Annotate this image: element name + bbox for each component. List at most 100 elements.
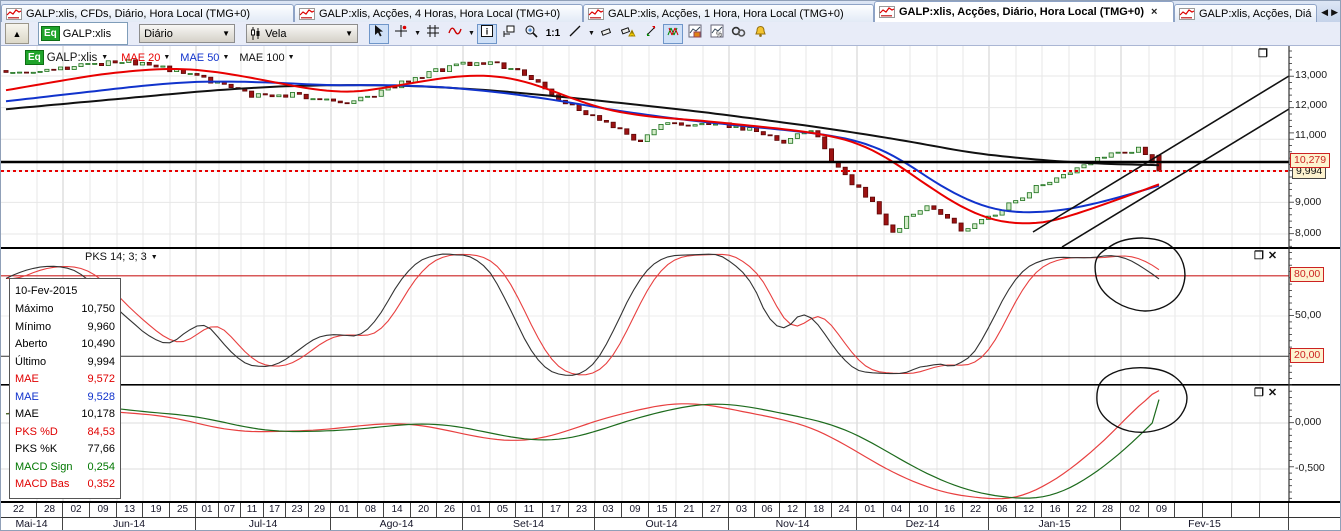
close-panel-button[interactable]: ✕ — [1267, 250, 1278, 262]
tab-scroll-right-icon[interactable]: ▶ — [1331, 7, 1338, 17]
day-tick-04: 04 — [884, 503, 910, 517]
stoch-level-tag: 80,00 — [1290, 267, 1325, 282]
chart-percent-icon: % — [710, 24, 724, 43]
info-icon: i — [480, 24, 494, 43]
tab-4-active[interactable]: GALP:xlis, Acções, Diário, Hora Local (T… — [874, 1, 1174, 22]
tab-bar: GALP:xlis, CFDs, Diário, Hora Local (TMG… — [1, 1, 1340, 22]
day-tick-09: 09 — [1149, 503, 1175, 517]
alerts-bell-button[interactable] — [751, 24, 771, 44]
chevron-down-icon[interactable]: ▼ — [163, 54, 171, 61]
link-tool-button[interactable] — [729, 24, 749, 44]
day-tick-empty — [1289, 503, 1340, 517]
month-label-Set-14: Set-14 — [463, 518, 595, 530]
maximize-panel-button[interactable]: ❐ — [1258, 48, 1268, 60]
new-window-icon — [502, 24, 516, 43]
chevron-down-icon: ▼ — [222, 29, 231, 38]
eraser-tool-button[interactable] — [597, 24, 617, 44]
chart-percent-tool-button[interactable]: % — [707, 24, 727, 44]
day-tick-11: 11 — [516, 503, 543, 517]
price-tick-label: 12,000 — [1295, 99, 1328, 111]
collapse-panel-button[interactable]: ▲ — [5, 23, 29, 44]
new-window-tool-button[interactable] — [499, 24, 519, 44]
chevron-down-icon[interactable]: ▼ — [468, 30, 475, 37]
equity-badge: Eq — [25, 50, 44, 65]
trend-arrow-icon — [644, 24, 658, 43]
grid-toggle-button[interactable] — [423, 24, 443, 44]
close-tab-icon[interactable]: × — [1151, 6, 1158, 18]
chart-style-dropdown[interactable]: Vela ▼ — [246, 24, 359, 43]
macd-tick-label: 0,000 — [1295, 416, 1322, 428]
day-tick-empty — [1260, 503, 1289, 517]
maximize-panel-button[interactable]: ❐ — [1254, 387, 1264, 399]
month-label-Jun-14: Jun-14 — [63, 518, 196, 530]
tab-3[interactable]: GALP:xlis, Acções, 1 Hora, Hora Local (T… — [583, 4, 874, 22]
tooltip-row: Máximo 10,750 — [15, 303, 115, 315]
tab-label: GALP:xlis, Acções, Diá — [1199, 7, 1312, 20]
day-tick-28: 28 — [1095, 503, 1121, 517]
chevron-down-icon[interactable]: ▼ — [101, 54, 109, 61]
macd-tick-label: -0,500 — [1295, 462, 1325, 474]
tab-label: GALP:xlis, CFDs, Diário, Hora Local (TMG… — [26, 7, 251, 20]
day-tick-18: 18 — [806, 503, 832, 517]
line-icon — [568, 24, 582, 43]
day-tick-09: 09 — [622, 503, 649, 517]
trend-arrow-tool-button[interactable] — [641, 24, 661, 44]
info-tool-button[interactable]: i — [476, 23, 497, 44]
chevron-down-icon[interactable]: ▼ — [414, 30, 422, 37]
indicator-wave-tool-button[interactable] — [445, 24, 465, 44]
legend-item-mae-50[interactable]: MAE 50 ▼ — [180, 51, 230, 64]
day-tick-09: 09 — [90, 503, 117, 517]
data-window-tooltip: 10-Fev-2015 Máximo 10,750 Mínimo 9,960 Abert… — [9, 278, 121, 499]
mini-chart-icon — [299, 7, 315, 20]
legend-item-mae-20[interactable]: MAE 20 ▼ — [121, 51, 171, 64]
chevron-down-icon[interactable]: ▼ — [150, 253, 158, 261]
legend-symbol[interactable]: GALP:xlis — [46, 51, 98, 64]
tab-1[interactable]: GALP:xlis, CFDs, Diário, Hora Local (TMG… — [1, 4, 294, 22]
legend-item-mae-100[interactable]: MAE 100 ▼ — [239, 51, 295, 64]
candle-icon — [251, 27, 260, 40]
period-dropdown[interactable]: Diário ▼ — [139, 24, 236, 43]
symbol-input[interactable]: GALP:xlis — [62, 27, 112, 40]
hand-drawn-circle-macd — [1096, 367, 1188, 433]
day-tick-01: 01 — [857, 503, 884, 517]
one-to-one-tool-button[interactable]: 1:1 — [545, 28, 561, 39]
pattern-tool-button[interactable] — [662, 23, 683, 44]
month-label-Jan-15: Jan-15 — [989, 518, 1121, 530]
day-tick-12: 12 — [1016, 503, 1042, 517]
alerts-bell-icon — [754, 25, 767, 43]
tab-5[interactable]: GALP:xlis, Acções, Diá — [1174, 4, 1317, 22]
toolbar: ▲ Eq GALP:xlis Diário ▼ Vela ▼ ▼ ▼ i +1:1 ▼!% — [1, 22, 1340, 46]
pointer-tool-button[interactable] — [369, 23, 390, 44]
chart-style-tool-button[interactable] — [685, 24, 705, 44]
line-tool-button[interactable] — [565, 24, 585, 44]
eraser-alert-tool-button[interactable]: ! — [619, 24, 639, 44]
month-label-Dez-14: Dez-14 — [857, 518, 989, 530]
day-tick-03: 03 — [595, 503, 622, 517]
day-tick-28: 28 — [37, 503, 63, 517]
day-tick-06: 06 — [755, 503, 780, 517]
chart-canvas[interactable] — [1, 46, 1341, 501]
legend-ma-items: MAE 20 ▼ MAE 50 ▼ MAE 100 ▼ — [111, 52, 294, 64]
tooltip-row: Aberto 10,490 — [15, 338, 115, 350]
tab-scroll-left-icon[interactable]: ◀ — [1321, 7, 1329, 17]
day-tick-17: 17 — [543, 503, 569, 517]
zoom-tool-button[interactable]: + — [521, 24, 541, 44]
pointer-icon — [372, 24, 386, 43]
crosshair-tool-button[interactable] — [391, 24, 411, 44]
day-tick-06: 06 — [989, 503, 1016, 517]
tooltip-date: 10-Fev-2015 — [15, 285, 78, 297]
tooltip-row: PKS %K 77,66 — [15, 443, 115, 455]
tab-2[interactable]: GALP:xlis, Acções, 4 Horas, Hora Local (… — [294, 4, 583, 22]
day-tick-empty — [1203, 503, 1232, 517]
day-tick-08: 08 — [358, 503, 384, 517]
mini-chart-icon — [879, 6, 895, 18]
chevron-down-icon[interactable]: ▼ — [222, 54, 230, 61]
chevron-down-icon[interactable]: ▼ — [287, 54, 295, 61]
chevron-down-icon[interactable]: ▼ — [587, 30, 595, 37]
day-tick-27: 27 — [703, 503, 729, 517]
close-panel-button[interactable]: ✕ — [1267, 387, 1278, 399]
day-tick-22: 22 — [1069, 503, 1095, 517]
stochastic-legend[interactable]: PKS 14; 3; 3 ▼ — [85, 251, 158, 263]
maximize-panel-button[interactable]: ❐ — [1254, 250, 1264, 262]
month-label-Mai-14: Mai-14 — [1, 518, 63, 530]
